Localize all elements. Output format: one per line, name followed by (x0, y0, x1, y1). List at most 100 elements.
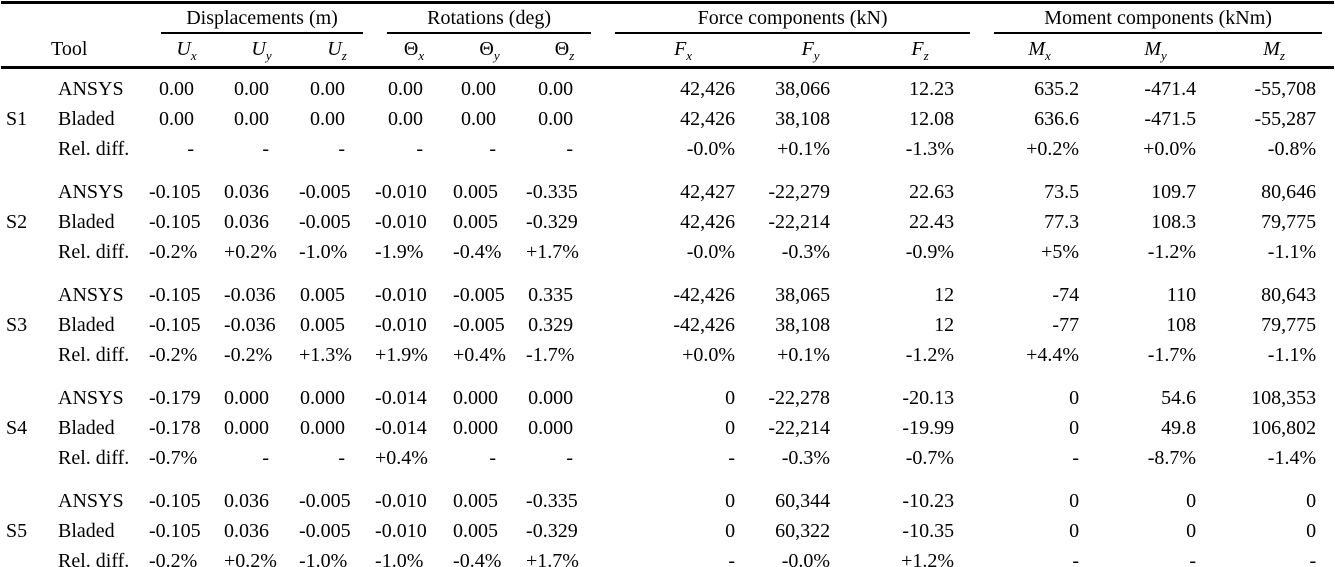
value-cell: 0.00 (388, 108, 424, 130)
tool-cell: Rel. diff. (58, 241, 130, 263)
value-cell: 0.036 (224, 181, 269, 203)
value-cell: 0.00 (234, 108, 269, 130)
value-cell: -22,214 (768, 417, 831, 439)
data-row-S3-1: S3 Bladed -0.105 -0.036 0.005 -0.010 -0.005 0.3… (1, 310, 1334, 340)
value-cell: - (262, 138, 269, 160)
data-row-S1-2: Rel. diff. - - - - - - -0.0% +0.1% -1.3% +0.2% +0.0… (1, 134, 1334, 164)
value-cell: 49.8 (1161, 417, 1197, 439)
group-label: Rotations (deg) (427, 7, 551, 29)
value-cell: 0 (1306, 520, 1317, 542)
tool-cell: ANSYS (58, 284, 124, 306)
tool-cell: Rel. diff. (58, 447, 130, 469)
column-header-uz: Uz (299, 34, 376, 69)
value-cell: 0.00 (310, 108, 346, 130)
data-row-S2-1: S2 Bladed -0.105 0.036 -0.005 -0.010 0.005 -0.3… (1, 207, 1334, 237)
column-header-thetax: Θx (375, 34, 454, 69)
value-cell: -0.005 (299, 520, 351, 542)
section-S1: ANSYS 0.00 0.00 0.00 0.00 0.00 0.00 42,426 38,06… (1, 68, 1334, 165)
value-cell: -0.005 (299, 211, 351, 233)
value-cell: -0.9% (905, 241, 955, 263)
value-cell: +1.3% (299, 344, 352, 366)
value-cell: 0.005 (300, 314, 346, 336)
value-cell: 0 (1306, 490, 1317, 512)
value-cell: 0.00 (538, 108, 574, 130)
group-label: Displacements (m) (186, 7, 338, 29)
data-row-S3-0: ANSYS -0.105 -0.036 0.005 -0.010 -0.005 0.335 -… (1, 267, 1334, 310)
value-cell: 0.005 (453, 211, 499, 233)
value-cell: -0.178 (149, 417, 201, 439)
value-cell: -10.35 (902, 520, 955, 542)
value-cell: -0.3% (781, 447, 831, 469)
column-header-my: My (1097, 34, 1215, 69)
value-cell: - (489, 447, 497, 469)
value-cell: +1.7% (526, 550, 579, 567)
value-cell: 38,066 (775, 78, 831, 100)
value-cell: -0.2% (224, 344, 273, 366)
value-cell: -0.7% (149, 447, 198, 469)
column-header-row: Tool Ux Uy Uz Θx Θy Θz Fx Fy Fz Mx My Mz (1, 34, 1335, 69)
value-cell: 0 (1069, 490, 1080, 512)
value-cell: -0.4% (453, 550, 502, 567)
value-cell: 22.63 (909, 181, 955, 203)
value-cell: -19.99 (902, 417, 955, 439)
value-cell: -0.005 (453, 284, 505, 306)
section-S5: ANSYS -0.105 0.036 -0.005 -0.010 0.005 -0.335 0… (1, 473, 1334, 567)
value-cell: -0.105 (149, 211, 201, 233)
value-cell: 80,643 (1261, 284, 1317, 306)
value-cell: -0.005 (299, 490, 351, 512)
value-cell: -20.13 (902, 387, 955, 409)
value-cell: 0 (1186, 520, 1197, 542)
value-cell: -1.2% (1147, 241, 1197, 263)
data-row-S5-2: Rel. diff. -0.2% +0.2% -1.0% -1.0% -0.4% +1.7%… (1, 546, 1334, 567)
column-header-fy: Fy (763, 34, 859, 69)
value-cell: -471.5 (1144, 108, 1197, 130)
value-cell: 0 (725, 520, 736, 542)
value-cell: - (262, 447, 269, 469)
tool-cell: Bladed (58, 314, 115, 336)
tool-cell: Bladed (58, 417, 115, 439)
section-label (1, 68, 51, 105)
value-cell: +0.0% (1143, 138, 1197, 160)
value-cell: 108.3 (1151, 211, 1197, 233)
value-cell: +0.0% (682, 344, 736, 366)
value-cell: 0.00 (461, 78, 497, 100)
value-cell: 0 (1069, 520, 1080, 542)
value-cell: -0.0% (781, 550, 831, 567)
section-label: S3 (6, 314, 28, 336)
value-cell: 0 (725, 490, 736, 512)
section-label (1, 473, 51, 516)
value-cell: -55,287 (1254, 108, 1317, 130)
value-cell: -1.0% (375, 550, 424, 567)
value-cell: - (1309, 550, 1317, 567)
value-cell: 0.005 (300, 284, 346, 306)
value-cell: 0.005 (453, 490, 499, 512)
value-cell: 0.036 (224, 490, 269, 512)
value-cell: 38,108 (775, 314, 831, 336)
group-header-displacements: Displacements (m) (149, 3, 375, 34)
value-cell: -0.7% (905, 447, 955, 469)
section-S3: ANSYS -0.105 -0.036 0.005 -0.010 -0.005 0.335 -… (1, 267, 1334, 370)
data-row-S2-2: Rel. diff. -0.2% +0.2% -1.0% -1.9% -0.4% +1.7%… (1, 237, 1334, 267)
value-cell: -42,426 (673, 314, 736, 336)
section-label: S1 (6, 108, 28, 130)
section-label (1, 546, 51, 567)
value-cell: 73.5 (1044, 181, 1080, 203)
value-cell: 110 (1166, 284, 1197, 306)
value-cell: 0.00 (159, 78, 194, 100)
group-label: Force components (kN) (697, 7, 888, 29)
value-cell: -0.005 (453, 314, 505, 336)
group-label: Moment components (kNm) (1044, 7, 1272, 29)
value-cell: 106,802 (1251, 417, 1317, 439)
value-cell: - (338, 447, 346, 469)
value-cell: -22,214 (768, 211, 831, 233)
value-cell: -74 (1052, 284, 1080, 306)
value-cell: 0.000 (453, 417, 499, 439)
tool-cell: Rel. diff. (58, 138, 130, 160)
value-cell: -22,278 (768, 387, 831, 409)
column-header-fx: Fx (603, 34, 764, 69)
value-cell: 42,426 (680, 108, 736, 130)
tool-cell: Rel. diff. (58, 550, 130, 567)
value-cell: 0.005 (453, 520, 499, 542)
value-cell: 0.000 (224, 417, 269, 439)
